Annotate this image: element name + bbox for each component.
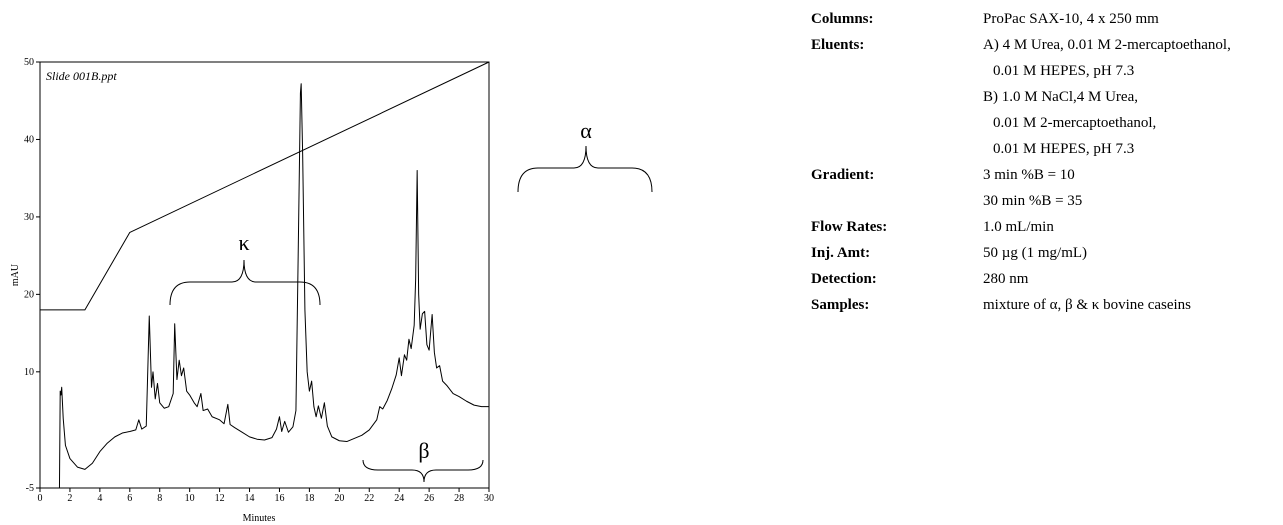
trace [40, 61, 490, 311]
x-tick-label: 10 [185, 493, 195, 504]
alpha-brace [517, 145, 653, 193]
beta-label: β [418, 438, 429, 463]
x-tick-label: 26 [424, 493, 434, 504]
x-tick-label: 2 [67, 493, 72, 504]
kappa-label: κ [238, 230, 249, 255]
method-value: A) 4 M Urea, 0.01 M 2-mercaptoethanol, [983, 37, 1231, 53]
y-tick-label: 20 [24, 289, 34, 300]
method-label: Columns: [811, 11, 874, 27]
y-tick-label: -5 [26, 483, 34, 494]
method-label: Detection: [811, 271, 877, 287]
method-label: Samples: [811, 297, 869, 313]
method-value: 50 µg (1 mg/mL) [983, 245, 1087, 261]
x-tick-label: 18 [304, 493, 314, 504]
method-value: 280 nm [983, 271, 1029, 287]
x-tick-label: 4 [97, 493, 102, 504]
x-tick-label: 14 [245, 493, 255, 504]
method-value: 0.01 M 2-mercaptoethanol, [993, 115, 1156, 131]
trace [40, 83, 489, 489]
x-tick-label: 22 [364, 493, 374, 504]
y-tick-label: 30 [24, 212, 34, 223]
method-label: Flow Rates: [811, 219, 887, 235]
method-label: Gradient: [811, 167, 874, 183]
method-value: ProPac SAX-10, 4 x 250 mm [983, 11, 1159, 27]
method-label: Inj. Amt: [811, 245, 870, 261]
method-label: Eluents: [811, 37, 864, 53]
x-tick-label: 16 [274, 493, 284, 504]
x-axis-title: Minutes [243, 513, 276, 524]
x-tick-label: 6 [127, 493, 132, 504]
method-value: 3 min %B = 10 [983, 167, 1075, 183]
x-tick-label: 8 [157, 493, 162, 504]
beta-brace [362, 459, 484, 483]
method-value: 1.0 mL/min [983, 219, 1054, 235]
x-tick-label: 0 [38, 493, 43, 504]
x-tick-label: 28 [454, 493, 464, 504]
x-tick-label: 12 [215, 493, 225, 504]
method-value: mixture of α, β & κ bovine caseins [983, 297, 1191, 313]
alpha-label: α [580, 118, 592, 143]
x-tick-label: 24 [394, 493, 404, 504]
plot-frame [39, 61, 490, 489]
method-value: B) 1.0 M NaCl,4 M Urea, [983, 89, 1138, 105]
y-tick-label: 10 [24, 367, 34, 378]
y-tick-label: 50 [24, 57, 34, 68]
kappa-brace [169, 259, 321, 306]
x-tick-label: 20 [334, 493, 344, 504]
method-value: 0.01 M HEPES, pH 7.3 [993, 63, 1134, 79]
method-value: 0.01 M HEPES, pH 7.3 [993, 141, 1134, 157]
y-axis-title: mAU [10, 263, 21, 286]
y-tick-label: 40 [24, 134, 34, 145]
x-tick-label: 30 [484, 493, 494, 504]
method-value: 30 min %B = 35 [983, 193, 1082, 209]
file-note: Slide 001B.ppt [46, 69, 117, 83]
